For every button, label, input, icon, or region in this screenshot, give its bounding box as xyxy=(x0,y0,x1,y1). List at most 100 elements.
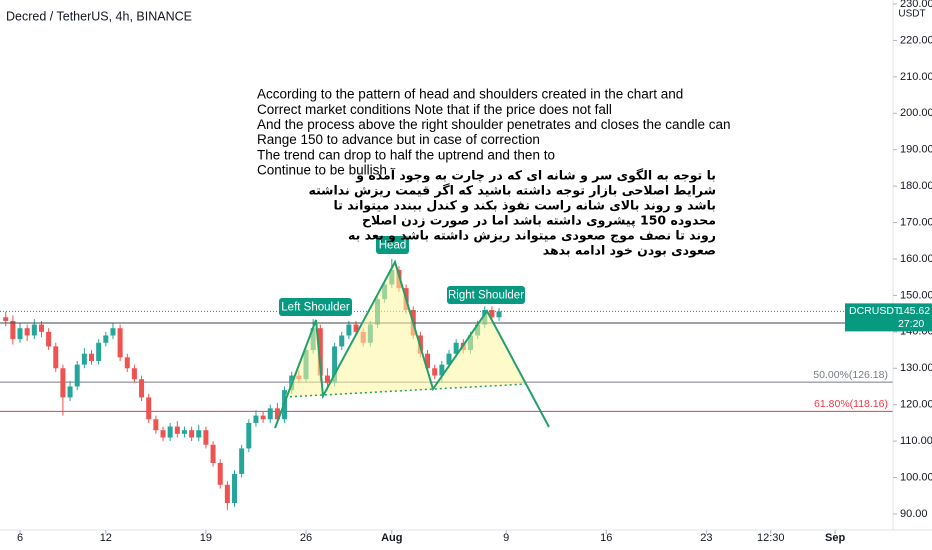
candle-body xyxy=(117,328,123,358)
candle-body xyxy=(246,422,252,449)
candle-body xyxy=(332,346,338,383)
candle-body xyxy=(324,375,330,383)
x-tick-label: 23 xyxy=(700,532,712,544)
candle-body xyxy=(453,342,459,354)
candle-body xyxy=(446,353,452,365)
candle-body xyxy=(224,484,230,504)
candle-body xyxy=(217,462,223,485)
y-tick-label: 100.00 xyxy=(900,471,932,483)
y-tick-label: 170.00 xyxy=(900,216,932,228)
candle-body xyxy=(239,448,245,474)
note-fa: روند تا نصف موج صعودی میتواند ریزش داشته… xyxy=(348,228,716,243)
x-tick-label: Sep xyxy=(825,532,845,544)
pattern-label: Left Shoulder xyxy=(281,302,350,314)
candle-body xyxy=(3,317,9,321)
candle-body xyxy=(260,415,266,420)
candle-body xyxy=(181,430,187,434)
y-tick-label: 190.00 xyxy=(900,144,932,156)
x-tick-label: 9 xyxy=(503,532,509,544)
candle-body xyxy=(432,368,438,376)
candle-body xyxy=(46,331,52,347)
note-en: And the process above the right shoulder… xyxy=(257,117,731,132)
candle-body xyxy=(274,408,280,420)
y-tick-label: 200.00 xyxy=(900,107,932,119)
candle-body xyxy=(10,320,16,340)
x-tick-label: 26 xyxy=(300,532,312,544)
y-tick-label: 90.00 xyxy=(900,508,928,520)
candle-body xyxy=(17,328,23,340)
y-tick-label: 210.00 xyxy=(900,71,932,83)
x-tick-label: Aug xyxy=(381,532,402,544)
y-tick-label: 150.00 xyxy=(900,289,932,301)
candle-body xyxy=(131,368,137,380)
y-tick-label: 120.00 xyxy=(900,399,932,411)
candle-body xyxy=(139,379,145,398)
y-tick-label: 110.00 xyxy=(900,435,932,447)
candle-body xyxy=(189,430,195,438)
candle-body xyxy=(489,309,495,318)
candle-body xyxy=(89,353,95,361)
candle-body xyxy=(253,415,259,423)
note-fa: باشد و روند بالای شانه راست نفوذ بکند و … xyxy=(333,198,716,213)
candle-body xyxy=(232,473,238,504)
fib-label: 50.00%(126.18) xyxy=(813,369,888,381)
pattern-line xyxy=(274,259,550,429)
candle-body xyxy=(425,353,431,369)
x-tick-label: 19 xyxy=(200,532,212,544)
note-fa: شرایط اصلاحی بازار توجه داشته باشید که ا… xyxy=(309,183,717,198)
note-fa: محدوده 150 پیشروی داشته باشد اما در صورت… xyxy=(362,213,716,228)
last-price-label: 145.62 xyxy=(898,305,930,317)
pattern-fill xyxy=(323,262,433,396)
candle-body xyxy=(24,328,30,336)
candle-body xyxy=(31,324,37,336)
y-tick-label: 220.00 xyxy=(900,34,932,46)
pattern-label: Head xyxy=(379,240,407,252)
note-en: Correct market conditions Note that if t… xyxy=(257,102,612,117)
x-tick-label: 6 xyxy=(17,532,23,544)
currency-label: USDT xyxy=(898,9,925,20)
candle-body xyxy=(167,426,173,438)
candle-body xyxy=(38,324,44,332)
candle-body xyxy=(267,408,273,420)
candle-body xyxy=(110,328,116,336)
candle-body xyxy=(203,430,209,445)
pattern-label-box xyxy=(447,286,525,304)
neckline xyxy=(284,383,528,398)
candle-body xyxy=(439,364,445,376)
candle-body xyxy=(153,419,159,431)
candle-body xyxy=(196,430,202,438)
candle-body xyxy=(353,324,359,332)
axes: 90.00100.00110.00120.00130.00140.00150.0… xyxy=(17,0,932,544)
y-tick-label: 130.00 xyxy=(900,362,932,374)
symbol-label: DCRUSDT xyxy=(849,305,901,317)
candle-body xyxy=(496,311,502,318)
candle-body xyxy=(317,328,323,376)
note-fa: با توجه به الگوی سر و شانه ای که در چارت… xyxy=(355,168,716,183)
note-en: Range 150 to advance but in case of corr… xyxy=(257,132,540,147)
candle-body xyxy=(74,364,80,387)
candle-body xyxy=(146,397,152,420)
x-tick-label: 16 xyxy=(600,532,612,544)
notes: 50.00%(126.18) 61.80%(118.16) According to… xyxy=(257,87,888,411)
note-en: Continue to be bullish xyxy=(257,163,387,178)
chart-title: Decred / TetherUS, 4h, BINANCE xyxy=(6,9,192,23)
y-tick-label: 160.00 xyxy=(900,253,932,265)
pattern-label: Right Shoulder xyxy=(448,290,524,302)
pattern-label-box xyxy=(279,298,352,316)
x-tick-label: 12:30 xyxy=(757,532,785,544)
candle-body xyxy=(96,342,102,361)
candle-body xyxy=(160,430,166,438)
y-tick-label: 180.00 xyxy=(900,180,932,192)
candle-body xyxy=(103,335,109,343)
pattern-fill xyxy=(433,311,527,389)
x-tick-label: 12 xyxy=(100,532,112,544)
candle-body xyxy=(339,335,345,347)
countdown-label: 27:20 xyxy=(898,318,924,330)
price-axis xyxy=(893,0,932,550)
note-en: According to the pattern of head and sho… xyxy=(257,87,683,102)
candle-body xyxy=(346,324,352,336)
candle-body xyxy=(174,426,180,434)
candle-body xyxy=(124,357,130,369)
note-fa: صعودی بودن خود ادامه بدهد xyxy=(543,243,716,258)
